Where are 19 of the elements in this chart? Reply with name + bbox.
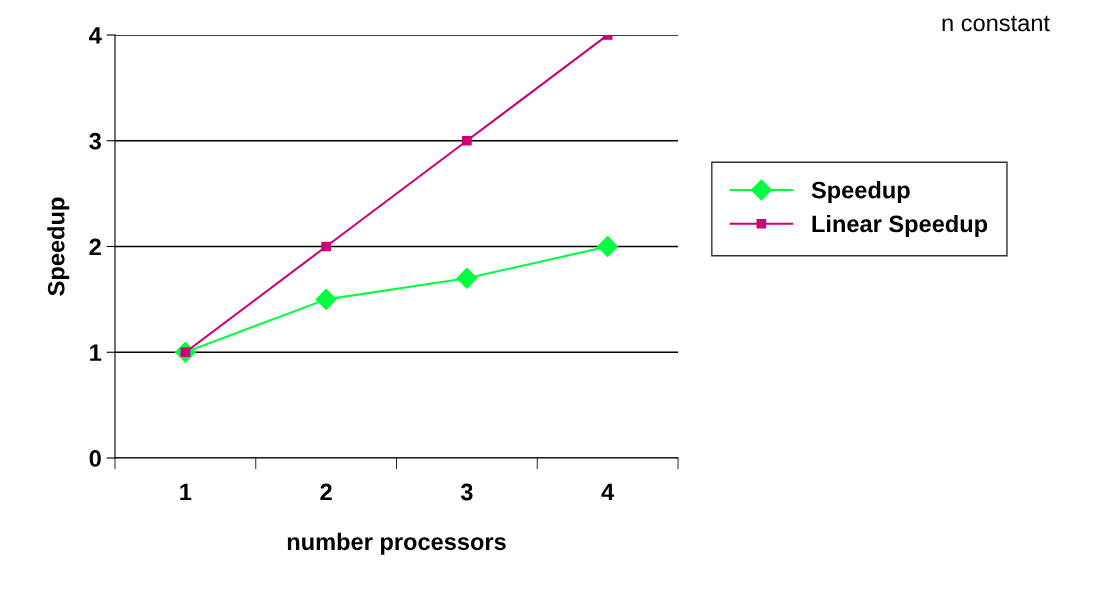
legend-label: Speedup xyxy=(811,181,910,204)
y-tick-label: 0 xyxy=(89,450,101,467)
x-tick-label: 4 xyxy=(601,483,615,501)
y-tick-label: 2 xyxy=(89,238,101,256)
x-axis-title: number processors xyxy=(287,532,506,555)
point xyxy=(597,235,619,258)
y-tick-label: 1 xyxy=(90,344,102,361)
y-axis-title: Speedup xyxy=(47,197,70,296)
x-tick-label: 1 xyxy=(180,483,192,501)
text: n constant xyxy=(942,15,1050,32)
x-tick-label: 2 xyxy=(320,483,332,501)
y-tick-label: 3 xyxy=(89,132,101,150)
x-tick-label: 3 xyxy=(460,483,473,501)
point xyxy=(315,288,337,310)
point xyxy=(462,135,472,146)
legend-label: Linear Speedup xyxy=(812,214,988,237)
point xyxy=(321,241,331,252)
point xyxy=(456,267,478,289)
y-tick-label: 4 xyxy=(89,27,102,44)
